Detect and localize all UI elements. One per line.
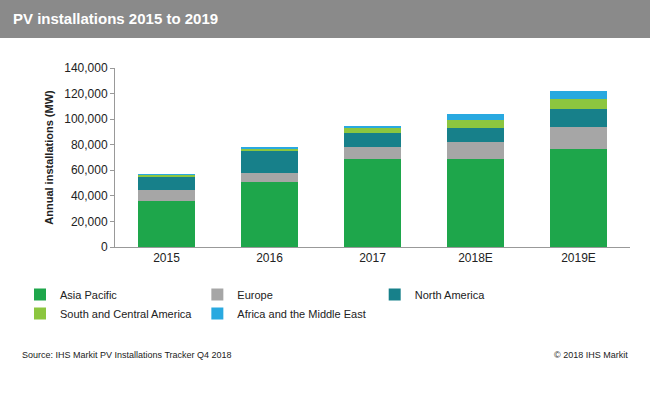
svg-text:Source: IHS Markit PV Installa: Source: IHS Markit PV Installations Trac… (22, 350, 232, 360)
svg-text:40,000: 40,000 (71, 189, 108, 203)
svg-text:Europe: Europe (237, 289, 272, 301)
svg-text:80,000: 80,000 (71, 138, 108, 152)
svg-text:South and Central America: South and Central America (60, 308, 192, 320)
svg-text:60,000: 60,000 (71, 163, 108, 177)
svg-text:Annual installations (MW): Annual installations (MW) (43, 90, 55, 225)
svg-text:120,000: 120,000 (64, 87, 108, 101)
svg-text:100,000: 100,000 (64, 112, 108, 126)
svg-text:2017: 2017 (359, 251, 386, 265)
svg-text:Asia Pacific: Asia Pacific (60, 289, 117, 301)
svg-text:Africa and the Middle East: Africa and the Middle East (237, 308, 365, 320)
svg-text:0: 0 (101, 240, 108, 254)
svg-text:2019E: 2019E (561, 251, 596, 265)
svg-text:2018E: 2018E (458, 251, 493, 265)
svg-text:North America: North America (415, 289, 486, 301)
svg-text:PV installations 2015 to 2019: PV installations 2015 to 2019 (13, 10, 218, 27)
svg-text:2016: 2016 (256, 251, 283, 265)
svg-text:20,000: 20,000 (71, 215, 108, 229)
svg-text:140,000: 140,000 (64, 61, 108, 75)
svg-text:© 2018 IHS Markit: © 2018 IHS Markit (554, 350, 628, 360)
svg-text:2015: 2015 (153, 251, 180, 265)
